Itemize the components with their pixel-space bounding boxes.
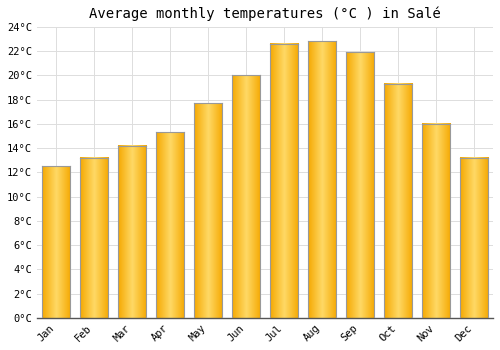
Title: Average monthly temperatures (°C ) in Salé: Average monthly temperatures (°C ) in Sa… xyxy=(89,7,441,21)
